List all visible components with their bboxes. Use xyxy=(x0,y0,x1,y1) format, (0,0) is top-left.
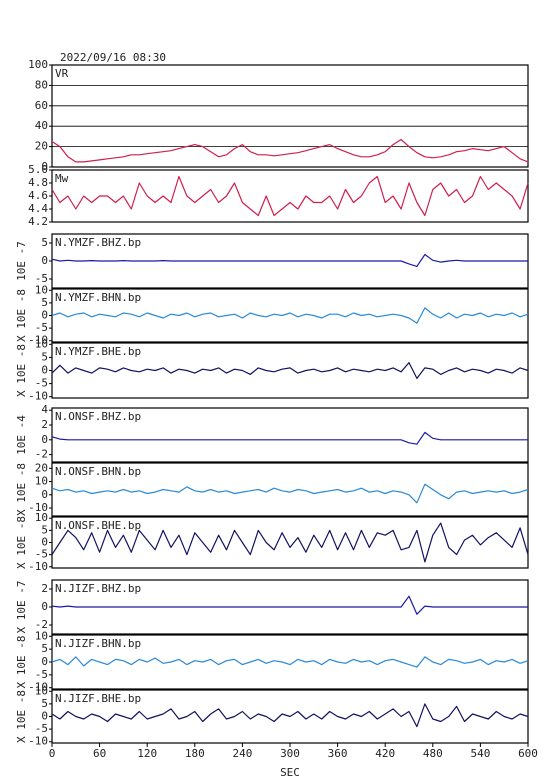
y-tick-label: 0 xyxy=(41,254,48,267)
y-tick-label: 5.0 xyxy=(28,163,48,176)
y-axis-label: X 10E -8 xyxy=(15,516,28,569)
trace-label: Mw xyxy=(55,172,69,185)
x-tick-label: 600 xyxy=(518,747,538,760)
y-tick-label: 20 xyxy=(35,140,48,153)
trace-line xyxy=(51,431,528,445)
y-tick-label: 2 xyxy=(41,582,48,595)
y-tick-label: -5 xyxy=(35,668,48,681)
y-tick-label: -10 xyxy=(28,334,48,347)
y-tick-label: 0 xyxy=(41,433,48,446)
trace-label: VR xyxy=(55,67,69,80)
y-tick-label: 0 xyxy=(41,160,48,173)
y-tick-label: -10 xyxy=(28,501,48,514)
trace-label: N.ONSF.BHZ.bp xyxy=(55,410,141,423)
trace-line xyxy=(51,522,529,563)
trace-line xyxy=(51,307,529,324)
y-axis-label: X 10E -8 xyxy=(15,463,28,516)
x-tick-label: 360 xyxy=(328,747,348,760)
y-tick-label: 5 xyxy=(41,642,48,655)
y-tick-label: -10 xyxy=(28,681,48,694)
y-tick-label: 80 xyxy=(35,78,48,91)
y-tick-label: 5 xyxy=(41,350,48,363)
y-tick-label: 4.8 xyxy=(28,176,48,189)
y-tick-label: 10 xyxy=(35,629,48,642)
trace-label: N.YMZF.BHN.bp xyxy=(55,291,141,304)
y-tick-label: 4.4 xyxy=(28,202,48,215)
y-tick-label: -5 xyxy=(35,321,48,334)
trace-label: N.ONSF.BHE.bp xyxy=(55,519,141,532)
y-tick-label: 20 xyxy=(35,461,48,474)
y-axis-label: 10E -4 xyxy=(15,415,28,455)
y-tick-label: 5 xyxy=(41,697,48,710)
trace-line xyxy=(51,138,529,163)
y-tick-label: -10 xyxy=(28,560,48,573)
panel-frame xyxy=(51,407,529,463)
trace-label: N.JIZF.BHE.bp xyxy=(55,692,141,705)
y-tick-label: 0 xyxy=(41,710,48,723)
panel-frame xyxy=(51,516,529,569)
trace-line xyxy=(51,175,529,217)
trace-line xyxy=(51,362,529,379)
y-tick-label: 60 xyxy=(35,99,48,112)
trace-line xyxy=(51,253,528,267)
y-tick-label: 5 xyxy=(41,236,48,249)
y-tick-label: 100 xyxy=(28,58,48,71)
trace-line xyxy=(51,483,529,504)
y-tick-label: 10 xyxy=(35,283,48,296)
panel-frame xyxy=(51,169,529,223)
y-tick-label: -2 xyxy=(35,618,48,631)
trace-label: N.ONSF.BHN.bp xyxy=(55,465,141,478)
y-axis-label: X 10E -8 xyxy=(15,636,28,689)
y-tick-label: 10 xyxy=(35,684,48,697)
y-tick-label: 0 xyxy=(41,488,48,501)
y-tick-label: -2 xyxy=(35,448,48,461)
y-axis-label: X 10E -8 xyxy=(15,289,28,342)
x-tick-label: 180 xyxy=(185,747,205,760)
y-tick-label: 0 xyxy=(41,364,48,377)
y-axis-label: 10E -7 xyxy=(15,241,28,281)
y-tick-label: 4 xyxy=(41,403,48,416)
trace-label: N.YMZF.BHE.bp xyxy=(55,345,141,358)
y-tick-label: 0 xyxy=(41,655,48,668)
y-tick-label: -10 xyxy=(28,390,48,403)
y-tick-label: 0 xyxy=(41,600,48,613)
x-axis-label: SEC xyxy=(280,766,300,779)
y-tick-label: 5 xyxy=(41,523,48,536)
y-tick-label: -5 xyxy=(35,272,48,285)
x-tick-label: 120 xyxy=(137,747,157,760)
y-tick-label: 0 xyxy=(41,309,48,322)
y-tick-label: 5 xyxy=(41,296,48,309)
y-tick-label: -5 xyxy=(35,722,48,735)
y-tick-label: 40 xyxy=(35,119,48,132)
x-tick-label: 480 xyxy=(423,747,443,760)
trace-label: N.YMZF.BHZ.bp xyxy=(55,236,141,249)
y-axis-label: X 10E -8 xyxy=(15,344,28,397)
x-tick-label: 0 xyxy=(49,747,56,760)
x-tick-label: 540 xyxy=(470,747,490,760)
y-tick-label: -5 xyxy=(35,548,48,561)
y-tick-label: 10 xyxy=(35,475,48,488)
trace-line xyxy=(51,595,528,615)
trace-label: N.JIZF.BHN.bp xyxy=(55,637,141,650)
trace-line xyxy=(51,656,529,668)
y-tick-label: 0 xyxy=(41,536,48,549)
chart-title: 2022/09/16 08:30 xyxy=(60,51,166,64)
y-tick-label: 4.6 xyxy=(28,189,48,202)
x-tick-label: 300 xyxy=(280,747,300,760)
x-tick-label: 420 xyxy=(375,747,395,760)
y-tick-label: 2 xyxy=(41,418,48,431)
trace-line xyxy=(51,703,529,728)
y-axis-label: X 10E -8 xyxy=(15,690,28,743)
panel-frame xyxy=(51,64,529,168)
y-tick-label: 10 xyxy=(35,511,48,524)
trace-label: N.JIZF.BHZ.bp xyxy=(55,582,141,595)
y-tick-label: -10 xyxy=(28,735,48,748)
x-tick-label: 240 xyxy=(232,747,252,760)
y-tick-label: 10 xyxy=(35,337,48,350)
y-tick-label: -5 xyxy=(35,377,48,390)
y-axis-label: X 10E -7 xyxy=(15,581,28,634)
y-tick-label: 4.2 xyxy=(28,215,48,228)
x-tick-label: 60 xyxy=(93,747,106,760)
